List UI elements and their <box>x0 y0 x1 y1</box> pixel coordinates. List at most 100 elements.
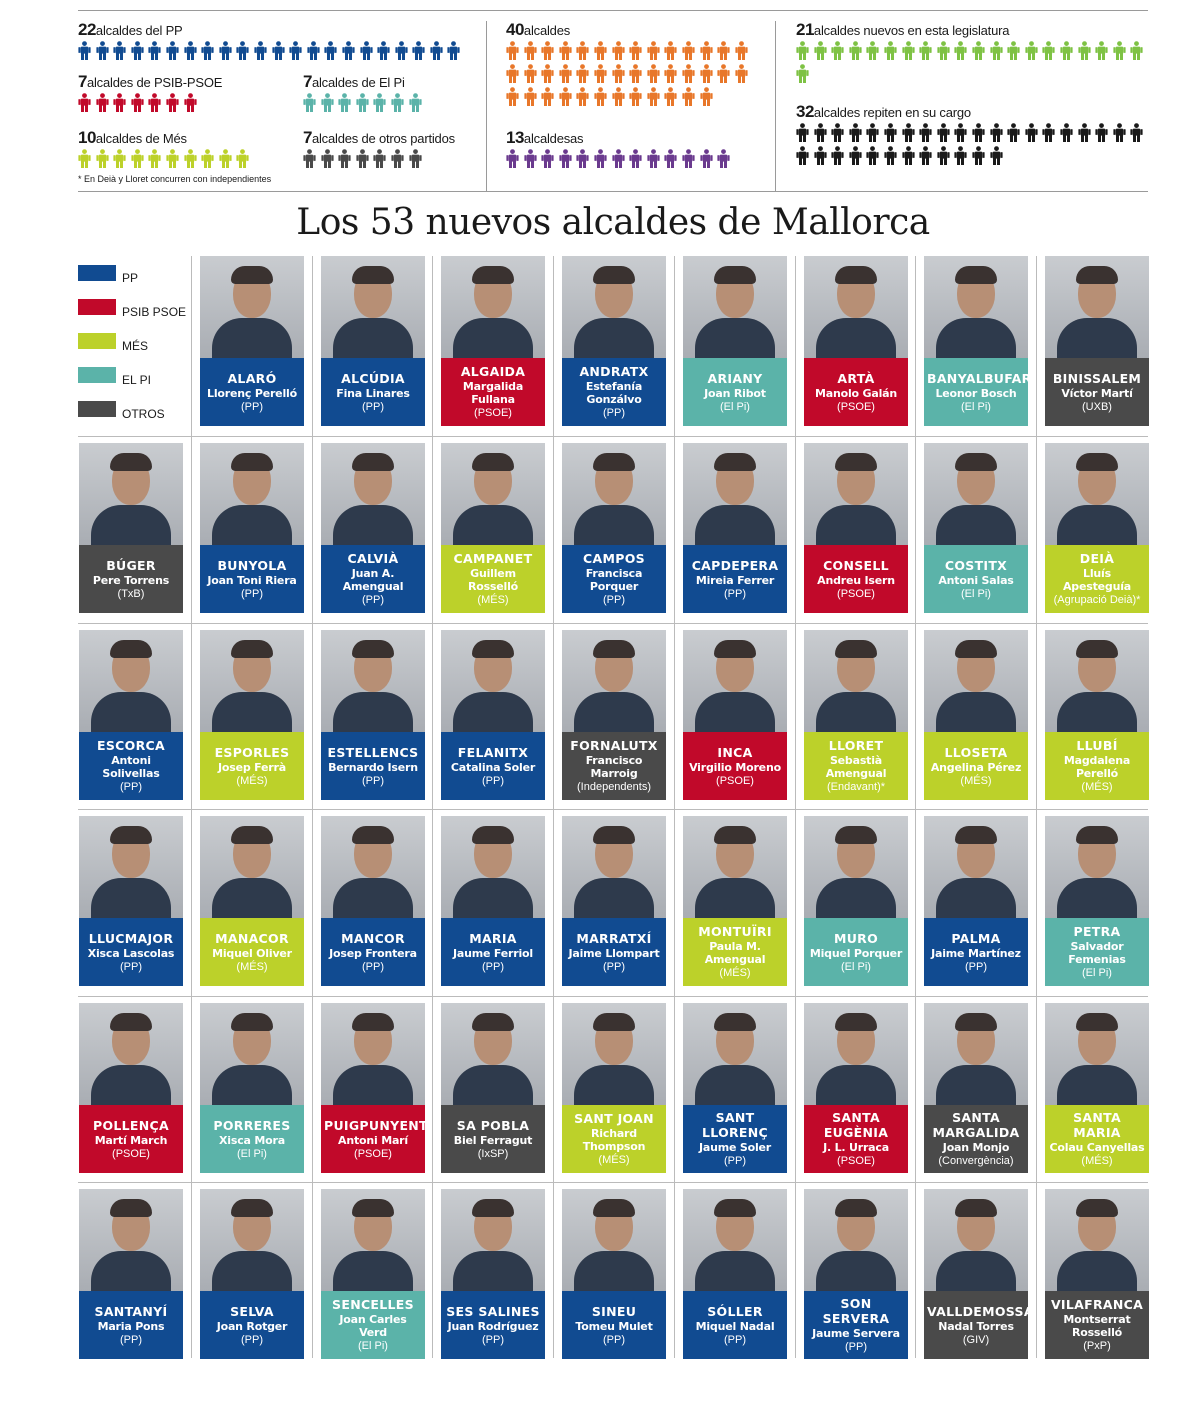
person-icon <box>594 149 607 168</box>
column-divider <box>1036 256 1037 1358</box>
stat-label: alcaldes nuevos en esta legislatura <box>813 23 1010 38</box>
person-icon <box>866 146 879 165</box>
mayor-party: (PP) <box>724 587 746 600</box>
mayor-name: Francisco Marroig <box>585 754 643 780</box>
stats-divider <box>775 21 776 191</box>
mayor-card: MURO Miquel Porquer (El Pi) <box>804 816 908 986</box>
person-icon <box>796 146 809 165</box>
mayor-name: Jaime Llompart <box>568 946 660 960</box>
stat-label: alcaldes de otros partidos <box>311 131 455 146</box>
person-icon <box>735 41 748 60</box>
mayor-plate: SANTANYÍ Maria Pons (PP) <box>79 1291 183 1359</box>
mayor-party: (MÉS) <box>960 774 992 787</box>
mayor-photo <box>1045 1003 1149 1105</box>
mayor-name: Andreu Isern <box>817 573 895 587</box>
person-icon <box>320 149 334 168</box>
mayor-card: SES SALINES Juan Rodríguez (PP) <box>441 1189 545 1359</box>
otros-icons <box>303 149 483 168</box>
person-icon <box>594 41 607 60</box>
person-icon <box>866 41 879 60</box>
town-name: SANT JOAN <box>574 1111 654 1126</box>
person-icon <box>523 149 537 168</box>
legend-swatch <box>78 367 116 383</box>
mayor-party: (PP) <box>603 1333 625 1346</box>
person-icon <box>447 41 461 60</box>
person-icon <box>1077 123 1091 142</box>
mayor-party: (PP) <box>724 1155 746 1167</box>
person-icon <box>1130 41 1143 60</box>
stat-nuevos: 21alcaldes nuevos en esta legislatura <box>796 21 1148 83</box>
mayor-plate: SA POBLA Biel Ferragut (IxSP) <box>441 1105 545 1173</box>
person-icon <box>166 93 179 112</box>
person-icon <box>219 41 232 60</box>
mayor-name: Sebastià Amengual <box>825 754 887 780</box>
mayor-photo <box>200 1003 304 1105</box>
mayor-photo <box>321 630 425 732</box>
person-icon <box>576 87 589 106</box>
mayor-card: POLLENÇA Martí March (PSOE) <box>79 1003 183 1173</box>
mayor-card: BINISSALEM Víctor Martí (UXB) <box>1045 256 1149 426</box>
person-icon <box>989 146 1003 165</box>
person-icon <box>972 123 985 142</box>
mayor-card: ANDRATX Estefanía Gonzálvo (PP) <box>562 256 666 426</box>
legend-label: PSIB PSOE <box>122 305 187 319</box>
person-icon <box>271 41 285 60</box>
mayor-name: Miquel Porquer <box>809 946 903 960</box>
mayor-card: SANTA EUGÈNIA J. L. Urraca (PSOE) <box>804 1003 908 1173</box>
person-icon <box>391 93 404 112</box>
mayor-card: ARTÀ Manolo Galán (PSOE) <box>804 256 908 426</box>
person-icon <box>647 87 660 106</box>
person-icon <box>989 41 1003 60</box>
town-name: ESTELLENCS <box>327 744 419 760</box>
mayor-party: (PP) <box>482 1333 504 1346</box>
mayor-name: Tomeu Mulet <box>575 1319 653 1333</box>
person-icon <box>611 41 625 60</box>
legend: PP PSIB PSOE MÉS EL PI OTROS <box>78 256 188 426</box>
mayor-card: SELVA Joan Rotger (PP) <box>200 1189 304 1359</box>
mayor-photo <box>562 630 666 732</box>
mayor-card: ARIANY Joan Ribot (El Pi) <box>683 256 787 426</box>
mayor-name: Xisca Mora <box>219 1133 285 1147</box>
legend-label: OTROS <box>122 407 165 421</box>
mayor-card: SANT JOAN Richard Thompson (MÉS) <box>562 1003 666 1173</box>
person-icon <box>1042 123 1055 142</box>
mayor-plate: CAMPANET Guillem Rosselló (MÉS) <box>441 545 545 613</box>
column-divider <box>915 256 916 1358</box>
person-icon <box>183 93 197 112</box>
mayor-party: (TxB) <box>117 587 145 600</box>
person-icon <box>78 93 91 112</box>
person-icon <box>113 93 126 112</box>
town-name: SANTA MARGALIDA <box>932 1110 1020 1140</box>
mayor-card: SANTA MARGALIDA Joan Monjo (Convergència) <box>924 1003 1028 1173</box>
town-name: ANDRATX <box>579 364 649 379</box>
mayor-name: Llorenç Perelló <box>207 386 297 400</box>
person-icon <box>408 93 422 112</box>
person-icon <box>937 41 950 60</box>
mayor-plate: BANYALBUFAR Leonor Bosch (El Pi) <box>924 358 1031 426</box>
mayor-card: PORRERES Xisca Mora (El Pi) <box>200 1003 304 1173</box>
person-icon <box>523 41 537 60</box>
person-icon <box>166 149 179 168</box>
person-icon <box>1007 123 1020 142</box>
person-icon <box>1130 123 1143 142</box>
mayor-plate: SES SALINES Juan Rodríguez (PP) <box>441 1291 545 1359</box>
mayor-card: CONSELL Andreu Isern (PSOE) <box>804 443 908 613</box>
person-icon <box>559 41 572 60</box>
mayor-name: Joan Rotger <box>216 1319 288 1333</box>
mayor-card: COSTITX Antoni Salas (El Pi) <box>924 443 1028 613</box>
mayor-plate: CAPDEPERA Mireia Ferrer (PP) <box>683 545 787 613</box>
mayor-name: Estefanía Gonzálvo <box>585 380 643 406</box>
legend-label: EL PI <box>122 373 151 387</box>
mayor-party: (PP) <box>120 781 142 793</box>
mayor-photo <box>321 816 425 918</box>
column-divider <box>191 256 192 1358</box>
town-name: MANCOR <box>341 930 405 946</box>
person-icon <box>1025 123 1038 142</box>
mayor-name: Paula M. Amengual <box>704 940 766 966</box>
mayor-party: (PSOE) <box>474 407 512 419</box>
person-icon <box>576 41 589 60</box>
town-name: LLUBÍ <box>1076 738 1118 753</box>
mayor-plate: SANTA MARIA Colau Canyellas (MÉS) <box>1045 1105 1149 1173</box>
mayor-plate: COSTITX Antoni Salas (El Pi) <box>924 545 1028 613</box>
person-icon <box>254 41 267 60</box>
